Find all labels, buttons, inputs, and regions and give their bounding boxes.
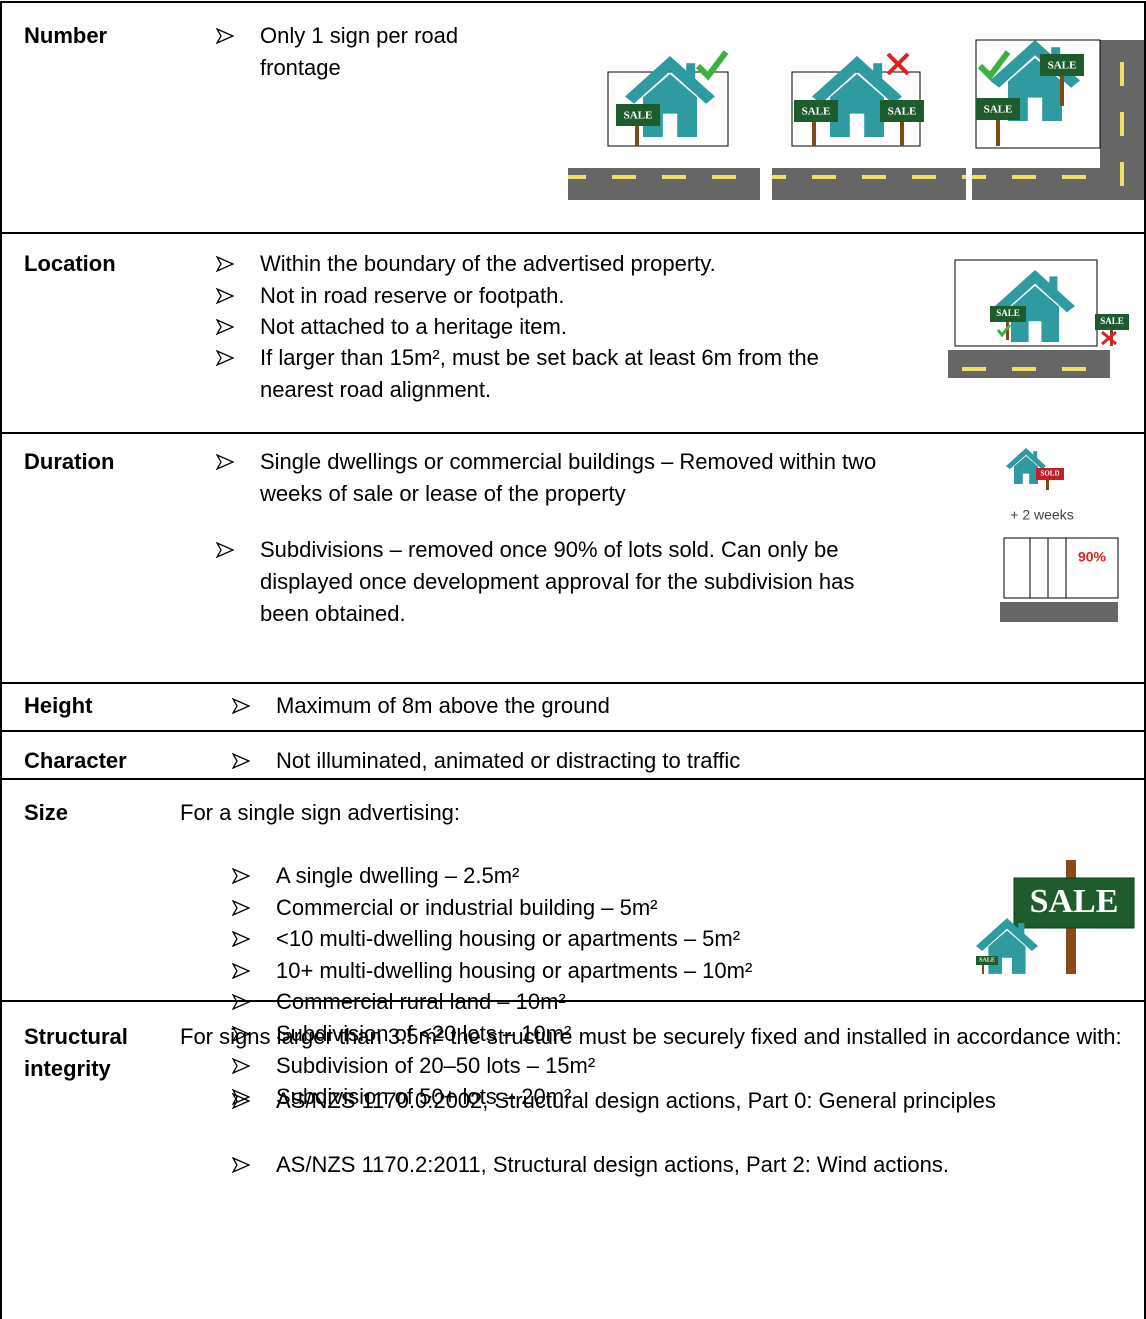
list-item: Subdivision of <20 lots – 10m²	[276, 1021, 572, 1046]
list-item: Subdivisions – removed once 90% of lots …	[260, 537, 855, 626]
list-item: AS/NZS 1170.2:2011, Structural design ac…	[276, 1152, 949, 1177]
list-item: <10 multi-dwelling housing or apartments…	[276, 926, 741, 952]
location-illustration: SALE SALE	[948, 259, 1129, 378]
sign-text: SALE	[1030, 883, 1119, 920]
bullet	[232, 931, 250, 948]
bullet	[232, 1057, 250, 1074]
rule	[0, 1, 1146, 3]
rule	[1144, 2, 1146, 1319]
bullet	[216, 288, 234, 304]
percent-text: 90%	[1078, 549, 1107, 565]
bullet	[232, 698, 250, 714]
row-label: Location	[24, 251, 116, 276]
bullet	[232, 868, 250, 884]
duration-illustration: SOLD + 2 weeks 90%	[1000, 448, 1119, 622]
list-item: A single dwelling – 2.5m²	[276, 863, 520, 888]
list-item: If larger than 15m², must be set back at…	[260, 345, 819, 402]
list-item: Commercial or industrial building – 5m²	[276, 894, 658, 920]
row-intro: For a single sign advertising:	[180, 800, 461, 825]
row-label: Height	[24, 693, 93, 718]
rule	[0, 730, 1146, 732]
list-item: Not attached to a heritage item.	[260, 314, 567, 339]
bullet	[232, 1026, 250, 1042]
list-item: Within the boundary of the advertised pr…	[260, 251, 716, 276]
list-item: Only 1 sign per road frontage	[260, 23, 459, 80]
sign-text: SALE	[888, 106, 917, 118]
rule	[0, 432, 1146, 434]
list-item: AS/NZS 1170.0:2002, Structural design ac…	[276, 1088, 996, 1113]
rule	[0, 2, 2, 1319]
row-label: Duration	[24, 449, 115, 474]
rule	[0, 232, 1146, 234]
bullet	[232, 1093, 250, 1109]
sign-text: SALE	[1048, 60, 1077, 72]
row-label: Size	[24, 800, 69, 825]
bullet	[232, 1157, 250, 1173]
bullet	[216, 28, 234, 44]
bullet	[232, 962, 250, 979]
list-item: Subdivision of 50+ lots – 20m²	[276, 1084, 572, 1110]
list-item: Single dwellings or commercial buildings…	[260, 449, 877, 506]
size-illustration: SALE SALE	[976, 860, 1135, 974]
rule	[0, 1000, 1146, 1002]
rule	[0, 778, 1146, 780]
sign-text: SALE	[1100, 316, 1124, 326]
sign-text: SALE	[984, 104, 1013, 116]
sign-text: SALE	[979, 957, 995, 963]
bullet	[232, 753, 250, 769]
sign-text: SALE	[802, 106, 831, 118]
row-label: Number	[24, 23, 108, 48]
bullet	[216, 542, 234, 558]
list-item: Not illuminated, animated or distracting…	[276, 748, 741, 773]
bullet	[216, 454, 234, 470]
row-intro: For signs larger than 3.5m² the structur…	[180, 1024, 1122, 1049]
bullet	[216, 350, 234, 366]
bullet	[232, 994, 250, 1011]
bullet	[232, 899, 250, 916]
list-item: Maximum of 8m above the ground	[276, 693, 610, 718]
sign-text: SALE	[996, 308, 1020, 318]
sign-text: SALE	[624, 110, 653, 122]
rule	[0, 682, 1146, 684]
sold-text: SOLD	[1040, 470, 1059, 478]
list-item: 10+ multi-dwelling housing or apartments…	[276, 957, 753, 983]
list-item: Subdivision of 20–50 lots – 15m²	[276, 1052, 596, 1078]
bullet	[216, 256, 234, 272]
row-label: Structural integrity	[24, 1024, 128, 1081]
weeks-text: + 2 weeks	[1010, 507, 1073, 523]
list-item: Commercial rural land – 10m²	[276, 989, 566, 1015]
list-item: Not in road reserve or footpath.	[260, 283, 565, 308]
row-label: Character	[24, 748, 127, 773]
bullet	[216, 319, 234, 335]
number-illustration: SALE SALE SALE SALE SALE	[568, 39, 1144, 200]
